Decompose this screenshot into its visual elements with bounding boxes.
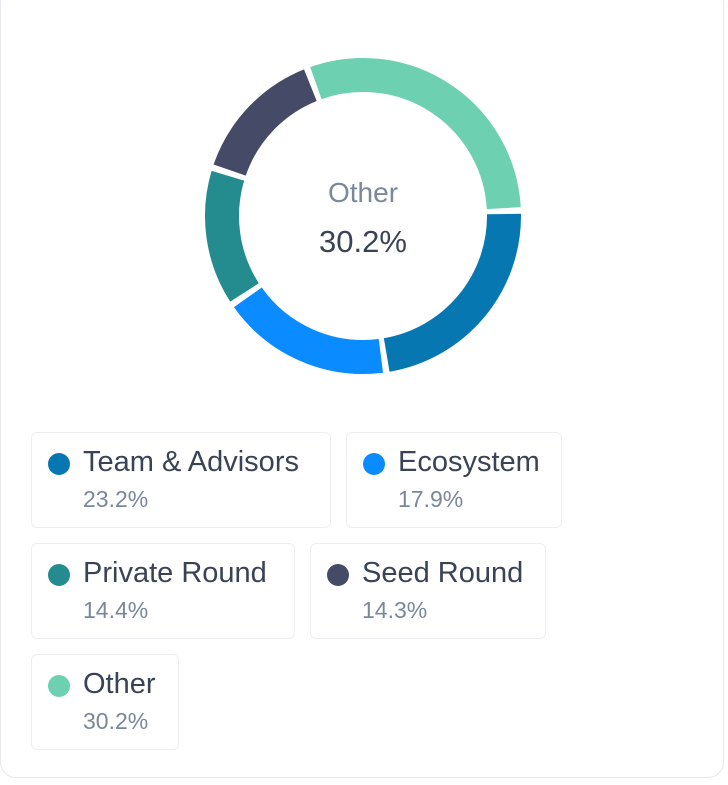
donut-slice-other[interactable] <box>310 58 521 210</box>
legend-item-seed-round[interactable]: Seed Round 14.3% <box>310 543 546 639</box>
private-round-color-dot <box>48 564 70 586</box>
donut-chart: Other 30.2% <box>205 58 521 374</box>
donut-slice-seed-round[interactable] <box>213 69 318 177</box>
seed-round-color-dot <box>327 564 349 586</box>
legend-value: 14.4% <box>83 597 149 623</box>
other-color-dot <box>48 675 70 697</box>
ecosystem-color-dot <box>363 453 385 475</box>
legend-label: Other <box>83 668 156 700</box>
center-category-label: Other <box>328 177 398 208</box>
legend-value: 17.9% <box>398 486 464 512</box>
legend-item-private-round[interactable]: Private Round 14.4% <box>31 543 295 639</box>
legend-label: Seed Round <box>362 557 524 589</box>
donut-slices <box>205 58 521 374</box>
legend-label: Ecosystem <box>398 446 540 478</box>
legend-item-ecosystem[interactable]: Ecosystem 17.9% <box>346 432 562 528</box>
center-percentage-value: 30.2% <box>319 224 407 259</box>
legend-item-other[interactable]: Other 30.2% <box>31 654 179 750</box>
legend-value: 30.2% <box>83 708 149 734</box>
legend-label: Team & Advisors <box>83 446 299 478</box>
donut-slice-ecosystem[interactable] <box>233 287 384 374</box>
donut-slice-private-round[interactable] <box>205 170 260 302</box>
legend-label: Private Round <box>83 557 267 589</box>
donut-slice-team-and-advisors[interactable] <box>383 213 521 372</box>
legend-value: 23.2% <box>83 486 149 512</box>
legend-value: 14.3% <box>362 597 428 623</box>
legend-item-team-advisors[interactable]: Team & Advisors 23.2% <box>31 432 331 528</box>
team-advisors-color-dot <box>48 453 70 475</box>
